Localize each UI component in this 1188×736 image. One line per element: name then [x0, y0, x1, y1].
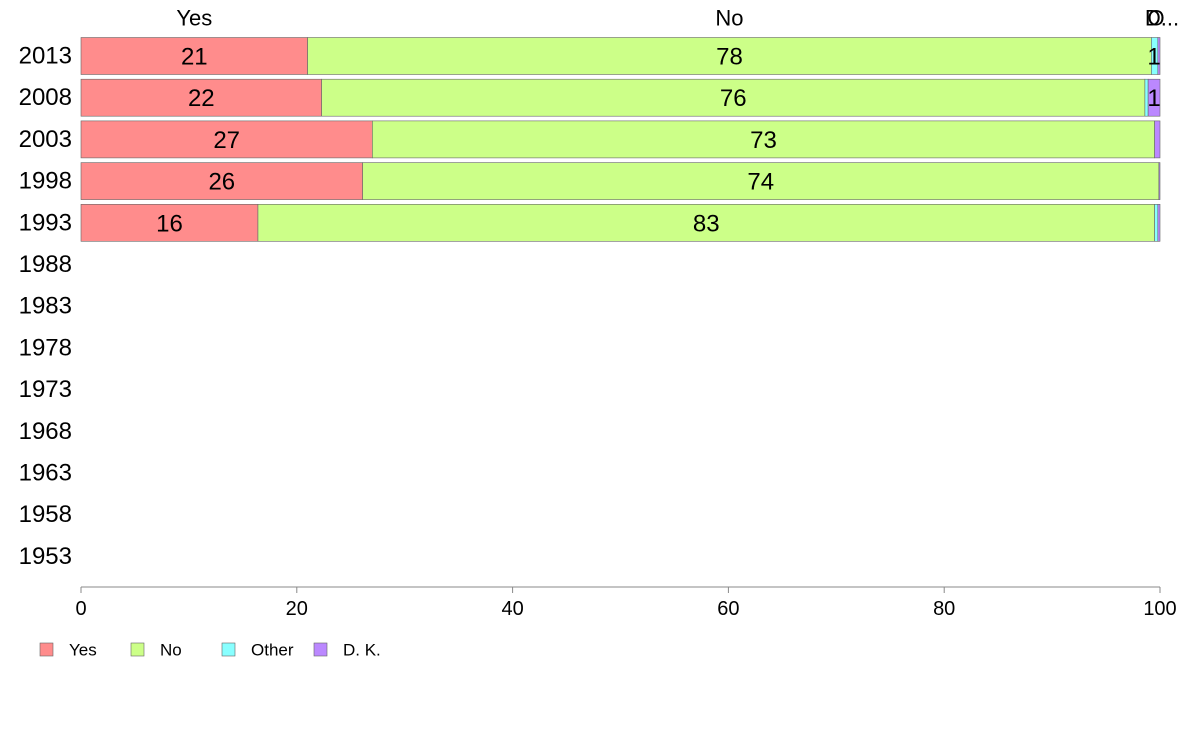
- top-series-label: Yes: [176, 6, 212, 31]
- x-tick-label: 80: [933, 598, 955, 620]
- legend: Yes No Other D. K.: [39, 641, 381, 660]
- data-label: 16: [156, 210, 183, 237]
- category-labels: 2013 2008 2003 1998 1993 1988 1983 1978 1973 1968…: [19, 43, 72, 570]
- x-tick-label: 0: [75, 598, 86, 620]
- data-label: 22: [188, 85, 215, 112]
- data-label: 26: [208, 169, 235, 196]
- x-tick-label: 20: [286, 598, 308, 620]
- category-label: 1988: [19, 251, 72, 278]
- data-label: 74: [747, 169, 774, 196]
- x-axis: 0 20 40 60 80 100: [75, 586, 1177, 620]
- data-label: 21: [181, 44, 208, 71]
- data-label: 1: [1147, 85, 1160, 112]
- legend-label: Yes: [69, 641, 97, 660]
- category-label: 1973: [19, 376, 72, 403]
- data-label: 78: [716, 44, 743, 71]
- bar-segment: [1157, 204, 1161, 242]
- data-label: 27: [213, 127, 240, 154]
- bar-segment: [1158, 162, 1161, 200]
- category-label: 1968: [19, 418, 72, 445]
- legend-label: Other: [251, 641, 294, 660]
- bar-segment: [307, 37, 1152, 75]
- category-label: 2003: [19, 126, 72, 153]
- category-label: 2013: [19, 43, 72, 70]
- bar-segment: [1154, 204, 1159, 242]
- bar-segment: [80, 78, 322, 117]
- legend-label: D. K.: [343, 641, 381, 660]
- top-series-label: No: [715, 6, 743, 31]
- bar-segment: [372, 120, 1155, 159]
- category-label: 1963: [19, 460, 72, 487]
- category-label: 2008: [19, 84, 72, 111]
- category-label: 1998: [19, 168, 72, 195]
- top-series-label: O: [1147, 6, 1164, 31]
- bar-segment: [80, 204, 259, 242]
- legend-swatch: [313, 642, 328, 657]
- data-label: 76: [720, 85, 747, 112]
- legend-swatch: [130, 642, 145, 657]
- category-label: 1978: [19, 334, 72, 361]
- category-label: 1983: [19, 293, 72, 320]
- bar-segment: [80, 120, 373, 159]
- bar-segment: [321, 78, 1146, 117]
- category-label: 1958: [19, 501, 72, 528]
- bar-segment: [1147, 78, 1161, 117]
- x-tick-label: 40: [501, 598, 523, 620]
- x-tick-label: 60: [717, 598, 739, 620]
- legend-swatch: [221, 642, 236, 657]
- bars: 21 78 1 22 76 1 27 73 26 74 16 83: [80, 37, 1161, 242]
- data-label: 1: [1147, 44, 1160, 71]
- bar-segment: [257, 204, 1155, 242]
- data-label: 73: [750, 127, 777, 154]
- top-segment-labels: Yes No OD...: [176, 6, 1179, 31]
- bar-segment: [362, 162, 1160, 200]
- top-series-label: D...: [1145, 6, 1179, 31]
- bar-segment: [1157, 37, 1161, 75]
- category-label: 1993: [19, 209, 72, 236]
- bar-segment: [1154, 120, 1161, 159]
- data-label: 83: [693, 210, 720, 237]
- legend-swatch: [39, 642, 54, 657]
- category-label: 1953: [19, 543, 72, 570]
- x-tick-label: 100: [1143, 598, 1176, 620]
- legend-label: No: [160, 641, 182, 660]
